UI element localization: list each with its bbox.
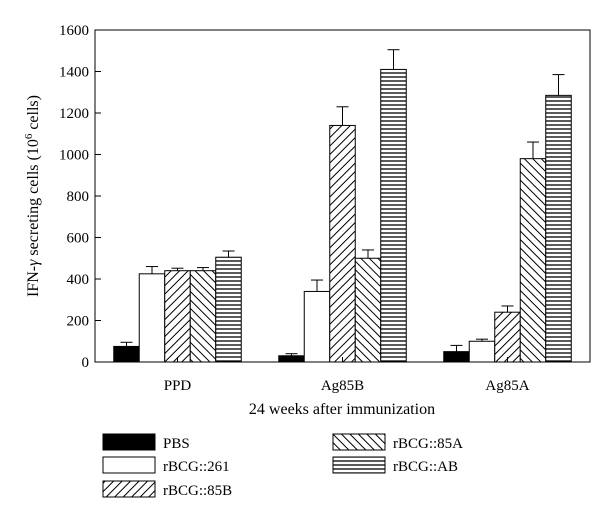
y-tick-label: 1000 — [59, 148, 89, 164]
y-axis-label-mid: secreting cells (10 — [25, 139, 42, 259]
bar — [189, 270, 217, 363]
legend-label: rBCG::85B — [163, 483, 232, 499]
legend-label: rBCG::85A — [393, 436, 463, 452]
y-axis: 0 200 400 600 800 1000 1200 1400 1600 — [59, 23, 101, 371]
bar — [303, 290, 331, 363]
bar — [329, 124, 356, 363]
y-axis-label-greek: γ — [25, 259, 42, 266]
plot-area: 0 200 400 600 800 1000 1200 1400 1600 PPD Ag85B Ag… — [59, 23, 591, 394]
y-axis-label-prefix: IFN- — [25, 266, 42, 297]
bar — [113, 345, 140, 363]
x-tick-label: Ag85A — [485, 378, 529, 394]
legend-swatch — [332, 433, 386, 451]
bar — [380, 68, 407, 363]
bar — [494, 311, 521, 363]
y-tick-label: 1400 — [59, 65, 89, 81]
bars — [113, 49, 572, 363]
y-tick-label: 800 — [67, 189, 90, 205]
y-tick-label: 1600 — [59, 23, 89, 39]
y-tick-label: 400 — [67, 272, 90, 288]
bar — [443, 351, 470, 363]
legend-swatch — [102, 433, 156, 451]
bar — [278, 355, 305, 363]
bar — [215, 256, 242, 363]
y-tick-label: 1200 — [59, 106, 89, 122]
bar — [164, 270, 191, 363]
y-axis-label-suffix: cells) — [25, 95, 42, 134]
y-axis-label-sup: 6 — [23, 133, 35, 139]
y-tick-label: 0 — [82, 355, 90, 371]
legend-swatch — [332, 456, 386, 474]
legend-swatch — [102, 480, 156, 498]
legend-swatch — [102, 456, 156, 474]
x-tick-label: Ag85B — [321, 378, 364, 394]
x-tick-label: PPD — [164, 378, 192, 394]
bar — [468, 340, 496, 363]
bar — [519, 158, 547, 363]
y-axis-label: IFN-γ secreting cells (106 cells) — [23, 95, 42, 297]
legend-label: rBCG::AB — [393, 459, 458, 475]
bar — [138, 273, 166, 363]
bar — [354, 257, 382, 363]
bar — [545, 94, 572, 363]
x-axis-label: 24 weeks after immunization — [249, 401, 435, 418]
legend-label: rBCG::261 — [163, 459, 230, 475]
y-tick-label: 600 — [67, 231, 90, 247]
y-tick-label: 200 — [67, 314, 90, 330]
legend-label: PBS — [163, 436, 190, 452]
x-axis: PPD Ag85B Ag85A — [164, 357, 530, 394]
